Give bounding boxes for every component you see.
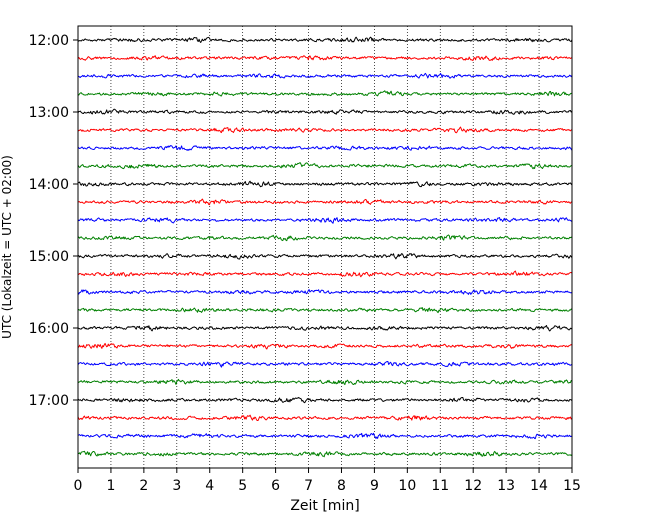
trace-1545 xyxy=(77,307,573,314)
trace-1430 xyxy=(77,217,573,224)
trace-1400 xyxy=(77,180,573,188)
trace-1500 xyxy=(77,253,573,260)
x-tick-label-10: 10 xyxy=(398,478,416,494)
x-tick-label-2: 2 xyxy=(139,478,148,494)
x-tick-label-15: 15 xyxy=(563,478,581,494)
trace-1330 xyxy=(77,145,573,151)
y-tick-label-1: 13:00 xyxy=(29,105,69,121)
trace-1230 xyxy=(77,72,573,79)
x-tick-label-14: 14 xyxy=(530,478,548,494)
trace-1315 xyxy=(77,126,573,134)
x-tick-label-7: 7 xyxy=(304,478,313,494)
y-tick-label-4: 16:00 xyxy=(29,321,69,337)
trace-1615 xyxy=(77,342,573,350)
y-tick-label-0: 12:00 xyxy=(29,33,69,49)
x-tick-label-1: 1 xyxy=(106,478,115,494)
trace-1530 xyxy=(77,289,573,295)
trace-1215 xyxy=(77,55,573,61)
y-tick-label-3: 15:00 xyxy=(29,249,69,265)
trace-1200 xyxy=(77,36,573,43)
x-tick-label-4: 4 xyxy=(205,478,214,494)
y-axis-ticks: 12:00 13:00 14:00 15:00 16:00 17:00 xyxy=(29,33,78,409)
x-tick-label-9: 9 xyxy=(370,478,379,494)
trace-1300 xyxy=(77,108,573,115)
y-tick-label-2: 14:00 xyxy=(29,177,69,193)
x-tick-label-8: 8 xyxy=(337,478,346,494)
x-tick-label-13: 13 xyxy=(497,478,515,494)
y-tick-label-5: 17:00 xyxy=(29,393,69,409)
trace-1730 xyxy=(77,432,573,440)
trace-1515 xyxy=(77,270,573,278)
trace-1415 xyxy=(77,198,573,206)
x-tick-label-11: 11 xyxy=(431,478,449,494)
trace-1445 xyxy=(77,234,573,242)
trace-1345 xyxy=(77,162,573,170)
trace-1700 xyxy=(77,396,573,404)
x-axis-ticks: 0 1 2 3 4 5 6 7 8 9 10 11 12 13 14 15 xyxy=(74,468,581,494)
seismogram-traces xyxy=(77,36,573,458)
x-tick-label-6: 6 xyxy=(271,478,280,494)
trace-1715 xyxy=(77,414,573,422)
trace-1645 xyxy=(77,378,573,386)
x-tick-label-3: 3 xyxy=(172,478,181,494)
trace-1630 xyxy=(77,360,573,368)
trace-1745 xyxy=(77,450,573,458)
x-tick-label-12: 12 xyxy=(464,478,482,494)
trace-1245 xyxy=(77,90,573,97)
plot-frame xyxy=(77,25,573,469)
x-tick-label-0: 0 xyxy=(74,478,83,494)
trace-1600 xyxy=(77,325,573,332)
y-axis-title: UTC (Lokalzeit = UTC + 02:00) xyxy=(0,155,14,339)
grid-lines xyxy=(110,26,540,468)
x-tick-label-5: 5 xyxy=(238,478,247,494)
x-axis-title: Zeit [min] xyxy=(290,498,359,514)
